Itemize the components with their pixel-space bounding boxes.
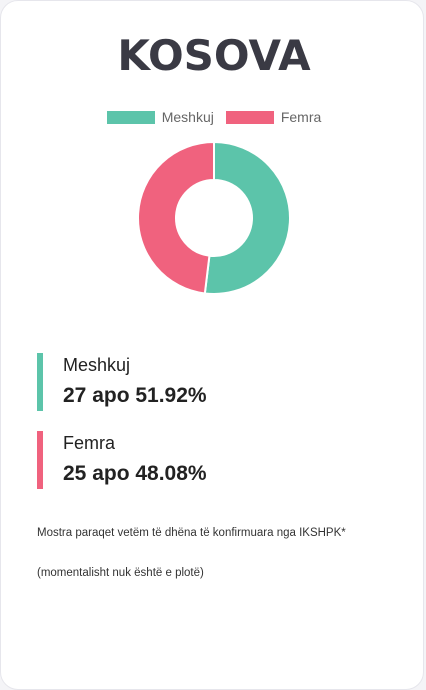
note-incomplete: (momentalisht nuk është e plotë): [37, 567, 204, 579]
page-title: KOSOVA: [117, 31, 311, 80]
stat-male-label: Meshkuj: [63, 355, 131, 375]
chart-legend: Meshkuj Femra: [1, 109, 426, 125]
legend-item-female[interactable]: Femra: [225, 109, 322, 125]
stat-male-value: 27 apo 51.92%: [63, 384, 207, 407]
legend-label-male: Meshkuj: [161, 109, 214, 125]
stat-female-label: Femra: [63, 433, 116, 453]
doughnut-slice-male[interactable]: [203, 141, 291, 295]
legend-swatch-male: [106, 110, 155, 124]
legend-swatch-female: [225, 110, 274, 124]
stat-male: Meshkuj 27 apo 51.92%: [37, 353, 377, 411]
doughnut-slice-female[interactable]: [137, 141, 215, 295]
legend-label-female: Femra: [280, 109, 322, 125]
stat-female: Femra 25 apo 48.08%: [37, 431, 377, 489]
legend-item-male[interactable]: Meshkuj: [106, 109, 214, 125]
stat-female-value: 25 apo 48.08%: [63, 462, 207, 485]
note-source: Mostra paraqet vetëm të dhëna të konfirm…: [37, 527, 346, 539]
doughnut-chart: [137, 141, 291, 295]
